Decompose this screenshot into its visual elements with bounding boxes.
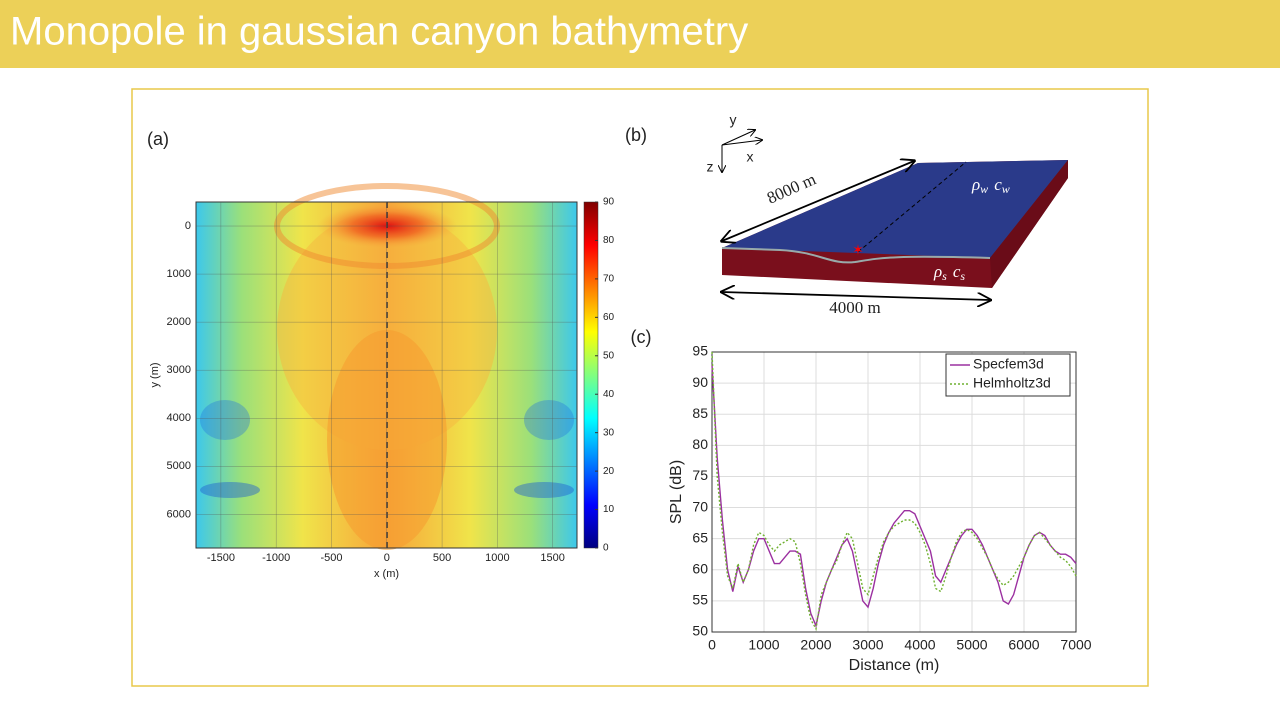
series-line [711, 351, 1077, 632]
heatmap-field [196, 183, 577, 550]
slide-title: Monopole in gaussian canyon bathymetry [10, 10, 748, 54]
x-tick-label: 1500 [540, 552, 564, 564]
y-tick-label: 0 [185, 220, 191, 232]
y-tick-label: 60 [692, 560, 708, 576]
content-frame [131, 88, 1149, 687]
y-tick-label: 70 [692, 498, 708, 514]
y-axis-label: SPL (dB) [668, 460, 685, 524]
y-tick-label: 80 [692, 436, 708, 452]
colorbar-tick-label: 20 [603, 466, 615, 477]
y-tick-label: 2000 [167, 316, 191, 328]
x-tick-label: 5000 [956, 637, 987, 653]
legend-label: Specfem3d [973, 356, 1044, 372]
dimension-label: 8000 m [764, 169, 819, 207]
x-tick-label: -1500 [207, 552, 235, 564]
dimension-label: 4000 m [829, 298, 880, 317]
domain-diagram: ✶ [722, 130, 1068, 300]
colorbar-tick-label: 0 [603, 543, 609, 554]
sediment-label: ρs cs [933, 262, 965, 283]
title-bar [0, 0, 1280, 68]
y-tick-label: 3000 [167, 364, 191, 376]
series-line [711, 364, 1077, 629]
x-tick-label: -1000 [262, 552, 290, 564]
x-axis-label: x (m) [374, 568, 399, 580]
x-tick-label: 7000 [1060, 637, 1091, 653]
x-tick-label: 1000 [748, 637, 779, 653]
x-tick-label: 4000 [904, 637, 935, 653]
legend-label: Helmholtz3d [973, 375, 1051, 391]
x-tick-label: 6000 [1008, 637, 1039, 653]
x-tick-label: 2000 [800, 637, 831, 653]
x-tick-label: 0 [708, 637, 716, 653]
y-tick-label: 65 [692, 529, 708, 545]
axis-letter: x [747, 149, 754, 165]
colorbar-tick-label: 60 [603, 312, 615, 323]
x-tick-label: -500 [320, 552, 342, 564]
y-tick-label: 6000 [167, 508, 191, 520]
x-tick-label: 0 [384, 552, 390, 564]
colorbar-tick-label: 40 [603, 389, 615, 400]
water-label: ρw cw [971, 175, 1010, 196]
colorbar-tick-label: 10 [603, 504, 615, 515]
colorbar-tick-label: 90 [603, 197, 615, 208]
y-tick-label: 5000 [167, 460, 191, 472]
y-tick-label: 4000 [167, 412, 191, 424]
panel-label: (b) [625, 125, 647, 145]
panel-label: (a) [147, 129, 169, 149]
x-axis-label: Distance (m) [849, 657, 940, 674]
x-tick-label: 1000 [485, 552, 509, 564]
colorbar-tick-label: 80 [603, 235, 615, 246]
legend-box [945, 353, 1071, 397]
y-tick-label: 1000 [167, 268, 191, 280]
colorbar-tick-label: 50 [603, 350, 615, 361]
axis-letter: z [707, 159, 714, 175]
y-tick-label: 55 [692, 592, 708, 608]
panel-label: (c) [631, 327, 652, 347]
y-tick-label: 95 [692, 343, 708, 359]
y-tick-label: 50 [692, 623, 708, 639]
axis-letter: y [730, 112, 737, 128]
svg-text:✶: ✶ [852, 242, 864, 258]
x-tick-label: 3000 [852, 637, 883, 653]
plot-frame [711, 351, 1077, 633]
y-tick-label: 85 [692, 405, 708, 421]
heatmap-frame [195, 201, 578, 549]
y-tick-label: 90 [692, 374, 708, 390]
colorbar-tick-label: 30 [603, 427, 615, 438]
x-tick-label: 500 [433, 552, 451, 564]
colorbar-tick-label: 70 [603, 274, 615, 285]
y-axis-label: y (m) [149, 362, 161, 387]
colorbar [583, 201, 599, 549]
y-tick-label: 75 [692, 467, 708, 483]
